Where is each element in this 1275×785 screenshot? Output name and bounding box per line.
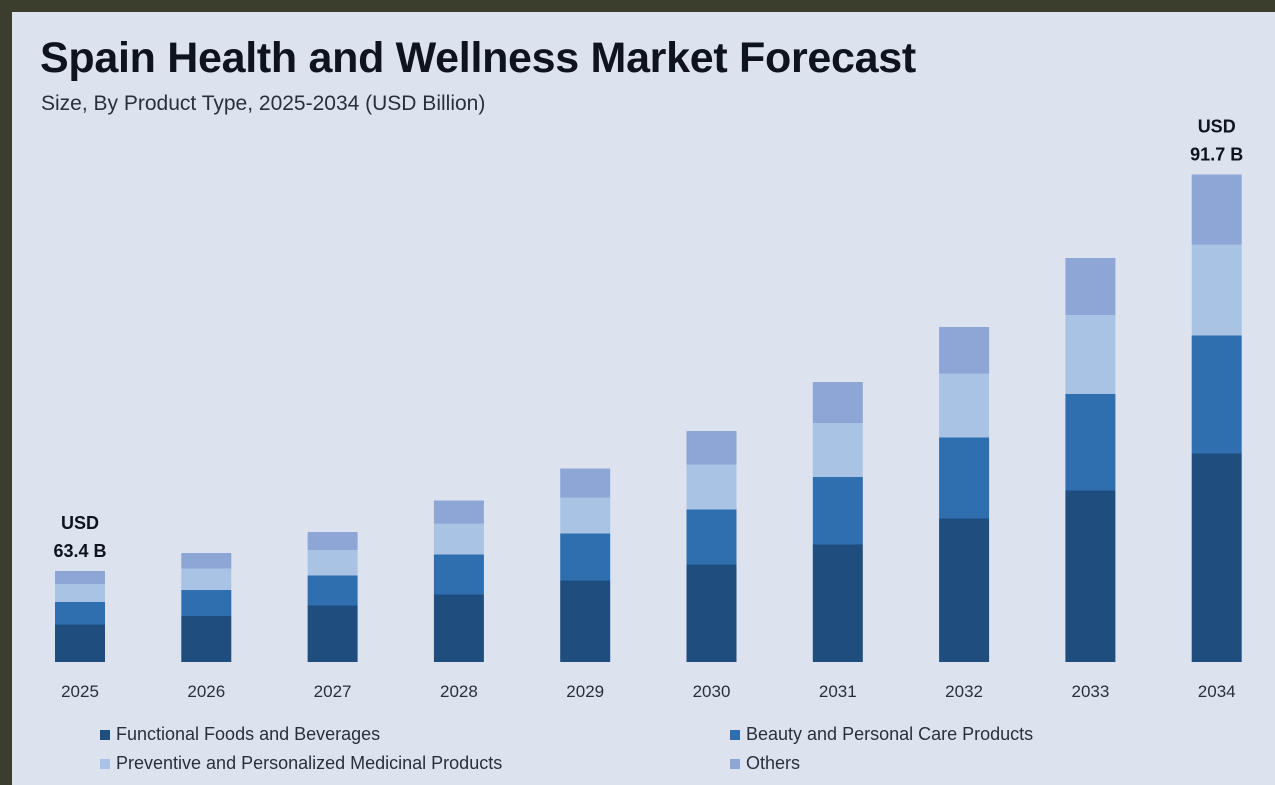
bar-segment-2025-series-2: [55, 602, 105, 625]
total-label-line1-2025: USD: [61, 513, 99, 533]
bar-segment-2027-series-3: [307, 550, 358, 576]
x-tick-label-2033: 2033: [1071, 682, 1109, 701]
bar-segment-2028-series-4: [433, 500, 484, 524]
chart-title: Spain Health and Wellness Market Forecas…: [40, 34, 916, 82]
bar-segment-2031-series-2: [812, 477, 863, 545]
bar-segment-2029-series-3: [560, 497, 611, 534]
bar-segment-2032-series-3: [939, 373, 990, 438]
bar-segment-2033-series-4: [1065, 258, 1116, 315]
total-label-line1-2034: USD: [1198, 117, 1236, 137]
bar-segment-2028-series-1: [433, 594, 484, 662]
bar-segment-2031-series-4: [812, 382, 863, 423]
bar-segment-2033-series-2: [1065, 394, 1116, 491]
bar-segment-2032-series-1: [939, 518, 990, 662]
total-label-line2-2025: 63.4 B: [53, 541, 106, 561]
bar-segment-2031-series-1: [812, 544, 863, 662]
bar-segment-2032-series-2: [939, 437, 990, 519]
bar-segment-2030-series-3: [686, 464, 737, 510]
chart-subtitle: Size, By Product Type, 2025-2034 (USD Bi…: [41, 92, 486, 115]
x-tick-label-2034: 2034: [1198, 682, 1236, 701]
total-label-line2-2034: 91.7 B: [1190, 145, 1243, 165]
bar-segment-2026-series-2: [181, 590, 232, 616]
x-tick-label-2027: 2027: [314, 682, 352, 701]
bar-segment-2030-series-4: [686, 431, 737, 465]
x-tick-label-2028: 2028: [440, 682, 478, 701]
bar-segment-2025-series-1: [55, 624, 105, 662]
bar-segment-2028-series-3: [433, 523, 484, 555]
bar-segment-2034-series-4: [1191, 174, 1242, 245]
bar-segment-2028-series-2: [433, 554, 484, 595]
bar-segment-2030-series-2: [686, 509, 737, 565]
x-tick-label-2029: 2029: [566, 682, 604, 701]
bar-segment-2026-series-4: [181, 553, 232, 569]
bar-segment-2034-series-1: [1191, 453, 1242, 662]
x-tick-label-2032: 2032: [945, 682, 983, 701]
bar-segment-2034-series-2: [1191, 335, 1242, 454]
bar-segment-2032-series-4: [939, 327, 990, 374]
bar-segment-2027-series-2: [307, 575, 358, 606]
bar-segment-2029-series-1: [560, 580, 611, 662]
bar-segment-2031-series-3: [812, 423, 863, 477]
bar-segment-2027-series-1: [307, 605, 358, 662]
bar-segment-2029-series-4: [560, 468, 611, 498]
bar-segment-2026-series-1: [181, 616, 232, 662]
bar-segment-2029-series-2: [560, 533, 611, 581]
bar-segment-2033-series-3: [1065, 315, 1116, 394]
x-tick-label-2026: 2026: [187, 682, 225, 701]
chart-plot: 2025 2026 2027 2028 2029 2030 2031 2032 2033 2034…: [53, 117, 1243, 702]
x-tick-label-2025: 2025: [61, 682, 99, 701]
bar-segment-2030-series-1: [686, 564, 737, 662]
x-tick-label-2031: 2031: [819, 682, 857, 701]
bar-segment-2025-series-3: [55, 584, 105, 602]
x-tick-label-2030: 2030: [693, 682, 731, 701]
bar-segment-2026-series-3: [181, 568, 232, 590]
chart-card: Spain Health and Wellness Market Forecas…: [12, 12, 1275, 785]
bar-segment-2027-series-4: [307, 532, 358, 550]
bar-segment-2034-series-3: [1191, 244, 1242, 336]
bar-segment-2033-series-1: [1065, 490, 1116, 662]
bar-segment-2025-series-4: [55, 571, 105, 584]
